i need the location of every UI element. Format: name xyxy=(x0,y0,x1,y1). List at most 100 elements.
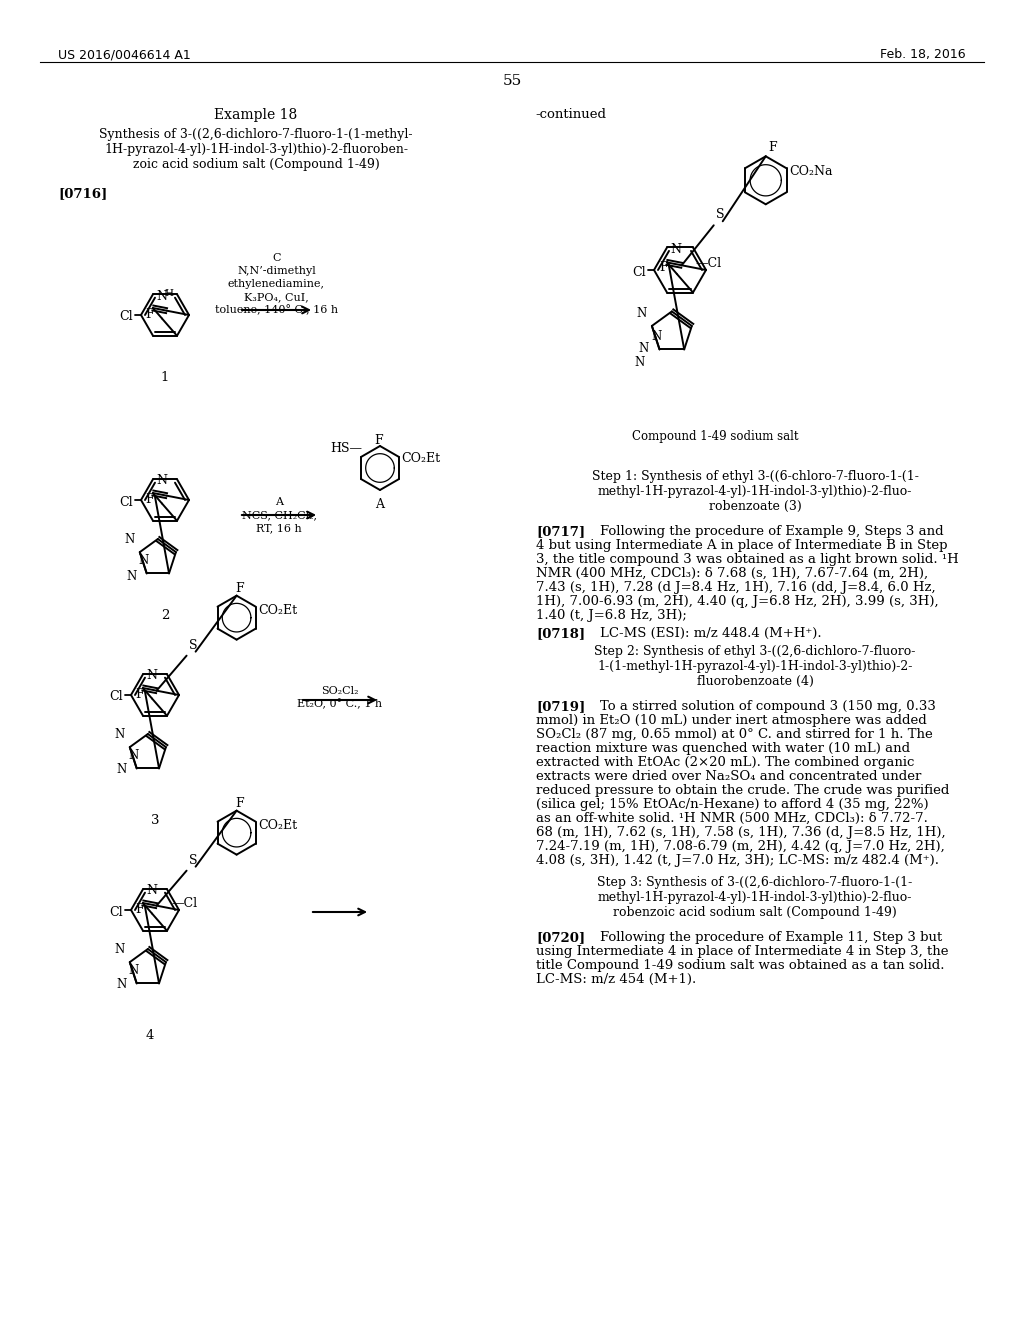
Text: methyl-1H-pyrazol-4-yl)-1H-indol-3-yl)thio)-2-fluo-: methyl-1H-pyrazol-4-yl)-1H-indol-3-yl)th… xyxy=(598,891,912,904)
Text: N: N xyxy=(637,308,647,319)
Text: 3, the title compound 3 was obtained as a light brown solid. ¹H: 3, the title compound 3 was obtained as … xyxy=(536,553,958,566)
Text: HS—: HS— xyxy=(330,441,362,454)
Text: CO₂Et: CO₂Et xyxy=(259,818,298,832)
Text: F: F xyxy=(136,688,144,701)
Text: ethylenediamine,: ethylenediamine, xyxy=(228,279,325,289)
Text: 7.43 (s, 1H), 7.28 (d J=8.4 Hz, 1H), 7.16 (dd, J=8.4, 6.0 Hz,: 7.43 (s, 1H), 7.28 (d J=8.4 Hz, 1H), 7.1… xyxy=(536,581,936,594)
Text: H: H xyxy=(165,289,174,298)
Text: N: N xyxy=(635,356,645,368)
Text: Step 1: Synthesis of ethyl 3-((6-chloro-7-fluoro-1-(1-: Step 1: Synthesis of ethyl 3-((6-chloro-… xyxy=(592,470,919,483)
Text: 4.08 (s, 3H), 1.42 (t, J=7.0 Hz, 3H); LC-MS: m/z 482.4 (M⁺).: 4.08 (s, 3H), 1.42 (t, J=7.0 Hz, 3H); LC… xyxy=(536,854,939,867)
Text: [0716]: [0716] xyxy=(58,187,108,201)
Text: 2: 2 xyxy=(161,609,169,622)
Text: extracts were dried over Na₂SO₄ and concentrated under: extracts were dried over Na₂SO₄ and conc… xyxy=(536,770,922,783)
Text: 1: 1 xyxy=(161,371,169,384)
Text: as an off-white solid. ¹H NMR (500 MHz, CDCl₃): δ 7.72-7.: as an off-white solid. ¹H NMR (500 MHz, … xyxy=(536,812,928,825)
Text: To a stirred solution of compound 3 (150 mg, 0.33: To a stirred solution of compound 3 (150… xyxy=(583,700,936,713)
Text: K₃PO₄, CuI,: K₃PO₄, CuI, xyxy=(244,292,309,302)
Text: [0719]: [0719] xyxy=(536,700,586,713)
Text: CO₂Na: CO₂Na xyxy=(790,165,833,178)
Text: N: N xyxy=(138,554,148,568)
Text: 7.24-7.19 (m, 1H), 7.08-6.79 (m, 2H), 4.42 (q, J=7.0 Hz, 2H),: 7.24-7.19 (m, 1H), 7.08-6.79 (m, 2H), 4.… xyxy=(536,840,945,853)
Text: N: N xyxy=(127,570,137,583)
Text: (silica gel; 15% EtOAc/n-Hexane) to afford 4 (35 mg, 22%): (silica gel; 15% EtOAc/n-Hexane) to affo… xyxy=(536,799,929,810)
Text: F: F xyxy=(145,494,155,506)
Text: N: N xyxy=(670,243,681,256)
Text: A: A xyxy=(376,498,384,511)
Text: C: C xyxy=(272,253,281,263)
Text: N: N xyxy=(115,942,125,956)
Text: toluene, 140° C., 16 h: toluene, 140° C., 16 h xyxy=(215,305,338,315)
Text: N: N xyxy=(115,729,125,741)
Text: Cl: Cl xyxy=(110,690,123,704)
Text: robenzoate (3): robenzoate (3) xyxy=(709,500,802,513)
Text: Cl: Cl xyxy=(120,310,133,323)
Text: NCS, CH₂Cl₂,: NCS, CH₂Cl₂, xyxy=(242,510,316,520)
Text: Feb. 18, 2016: Feb. 18, 2016 xyxy=(881,48,966,61)
Text: SO₂Cl₂ (87 mg, 0.65 mmol) at 0° C. and stirred for 1 h. The: SO₂Cl₂ (87 mg, 0.65 mmol) at 0° C. and s… xyxy=(536,729,933,741)
Text: —Cl: —Cl xyxy=(172,898,198,911)
Text: 4: 4 xyxy=(145,1030,155,1041)
Text: US 2016/0046614 A1: US 2016/0046614 A1 xyxy=(58,48,190,61)
Text: -continued: -continued xyxy=(535,108,606,121)
Text: Et₂O, 0° C., 1 h: Et₂O, 0° C., 1 h xyxy=(297,700,383,710)
Text: S: S xyxy=(188,639,197,652)
Text: RT, 16 h: RT, 16 h xyxy=(256,523,302,533)
Text: F: F xyxy=(236,797,244,809)
Text: 55: 55 xyxy=(503,74,521,88)
Text: 1.40 (t, J=6.8 Hz, 3H);: 1.40 (t, J=6.8 Hz, 3H); xyxy=(536,609,687,622)
Text: 3: 3 xyxy=(151,814,160,828)
Text: 1H-pyrazol-4-yl)-1H-indol-3-yl)thio)-2-fluoroben-: 1H-pyrazol-4-yl)-1H-indol-3-yl)thio)-2-f… xyxy=(104,143,408,156)
Text: SO₂Cl₂: SO₂Cl₂ xyxy=(322,686,358,696)
Text: [0718]: [0718] xyxy=(536,627,585,640)
Text: N: N xyxy=(125,533,135,546)
Text: [0720]: [0720] xyxy=(536,931,585,944)
Text: 1H), 7.00-6.93 (m, 2H), 4.40 (q, J=6.8 Hz, 2H), 3.99 (s, 3H),: 1H), 7.00-6.93 (m, 2H), 4.40 (q, J=6.8 H… xyxy=(536,595,939,609)
Text: F: F xyxy=(236,582,244,594)
Text: zoic acid sodium salt (Compound 1-49): zoic acid sodium salt (Compound 1-49) xyxy=(133,158,379,172)
Text: Example 18: Example 18 xyxy=(214,108,298,121)
Text: N: N xyxy=(639,342,649,355)
Text: N: N xyxy=(145,669,157,682)
Text: Step 2: Synthesis of ethyl 3-((2,6-dichloro-7-fluoro-: Step 2: Synthesis of ethyl 3-((2,6-dichl… xyxy=(594,645,915,657)
Text: Cl: Cl xyxy=(110,906,123,919)
Text: F: F xyxy=(145,308,155,321)
Text: Cl: Cl xyxy=(633,265,646,279)
Text: N: N xyxy=(145,884,157,898)
Text: 4 but using Intermediate A in place of Intermediate B in Step: 4 but using Intermediate A in place of I… xyxy=(536,539,947,552)
Text: NMR (400 MHz, CDCl₃): δ 7.68 (s, 1H), 7.67-7.64 (m, 2H),: NMR (400 MHz, CDCl₃): δ 7.68 (s, 1H), 7.… xyxy=(536,568,928,579)
Text: CO₂Et: CO₂Et xyxy=(401,451,440,465)
Text: fluorobenzoate (4): fluorobenzoate (4) xyxy=(696,675,813,688)
Text: S: S xyxy=(188,854,197,867)
Text: robenzoic acid sodium salt (Compound 1-49): robenzoic acid sodium salt (Compound 1-4… xyxy=(613,906,897,919)
Text: N: N xyxy=(651,330,662,343)
Text: [0717]: [0717] xyxy=(536,525,585,539)
Text: Synthesis of 3-((2,6-dichloro-7-fluoro-1-(1-methyl-: Synthesis of 3-((2,6-dichloro-7-fluoro-1… xyxy=(99,128,413,141)
Text: Cl: Cl xyxy=(120,495,133,508)
Text: 1-(1-methyl-1H-pyrazol-4-yl)-1H-indol-3-yl)thio)-2-: 1-(1-methyl-1H-pyrazol-4-yl)-1H-indol-3-… xyxy=(597,660,912,673)
Text: Following the procedure of Example 9, Steps 3 and: Following the procedure of Example 9, St… xyxy=(583,525,944,539)
Text: N: N xyxy=(129,965,139,977)
Text: S: S xyxy=(716,209,724,222)
Text: —Cl: —Cl xyxy=(695,257,722,269)
Text: F: F xyxy=(375,434,383,447)
Text: F: F xyxy=(136,903,144,916)
Text: extracted with EtOAc (2×20 mL). The combined organic: extracted with EtOAc (2×20 mL). The comb… xyxy=(536,756,914,770)
Text: N: N xyxy=(129,750,139,763)
Text: A: A xyxy=(275,498,283,507)
Text: Step 3: Synthesis of 3-((2,6-dichloro-7-fluoro-1-(1-: Step 3: Synthesis of 3-((2,6-dichloro-7-… xyxy=(597,876,912,888)
Text: LC-MS: m/z 454 (M+1).: LC-MS: m/z 454 (M+1). xyxy=(536,973,696,986)
Text: reaction mixture was quenched with water (10 mL) and: reaction mixture was quenched with water… xyxy=(536,742,910,755)
Text: methyl-1H-pyrazol-4-yl)-1H-indol-3-yl)thio)-2-fluo-: methyl-1H-pyrazol-4-yl)-1H-indol-3-yl)th… xyxy=(598,484,912,498)
Text: N,N’-dimethyl: N,N’-dimethyl xyxy=(238,267,315,276)
Text: LC-MS (ESI): m/z 448.4 (M+H⁺).: LC-MS (ESI): m/z 448.4 (M+H⁺). xyxy=(583,627,821,640)
Text: mmol) in Et₂O (10 mL) under inert atmosphere was added: mmol) in Et₂O (10 mL) under inert atmosp… xyxy=(536,714,927,727)
Text: 68 (m, 1H), 7.62 (s, 1H), 7.58 (s, 1H), 7.36 (d, J=8.5 Hz, 1H),: 68 (m, 1H), 7.62 (s, 1H), 7.58 (s, 1H), … xyxy=(536,826,945,840)
Text: Compound 1-49 sodium salt: Compound 1-49 sodium salt xyxy=(632,430,799,444)
Text: F: F xyxy=(659,261,669,275)
Text: title Compound 1-49 sodium salt was obtained as a tan solid.: title Compound 1-49 sodium salt was obta… xyxy=(536,960,944,972)
Text: Following the procedure of Example 11, Step 3 but: Following the procedure of Example 11, S… xyxy=(583,931,942,944)
Text: F: F xyxy=(768,141,776,154)
Text: N: N xyxy=(117,978,127,991)
Text: using Intermediate 4 in place of Intermediate 4 in Step 3, the: using Intermediate 4 in place of Interme… xyxy=(536,945,948,958)
